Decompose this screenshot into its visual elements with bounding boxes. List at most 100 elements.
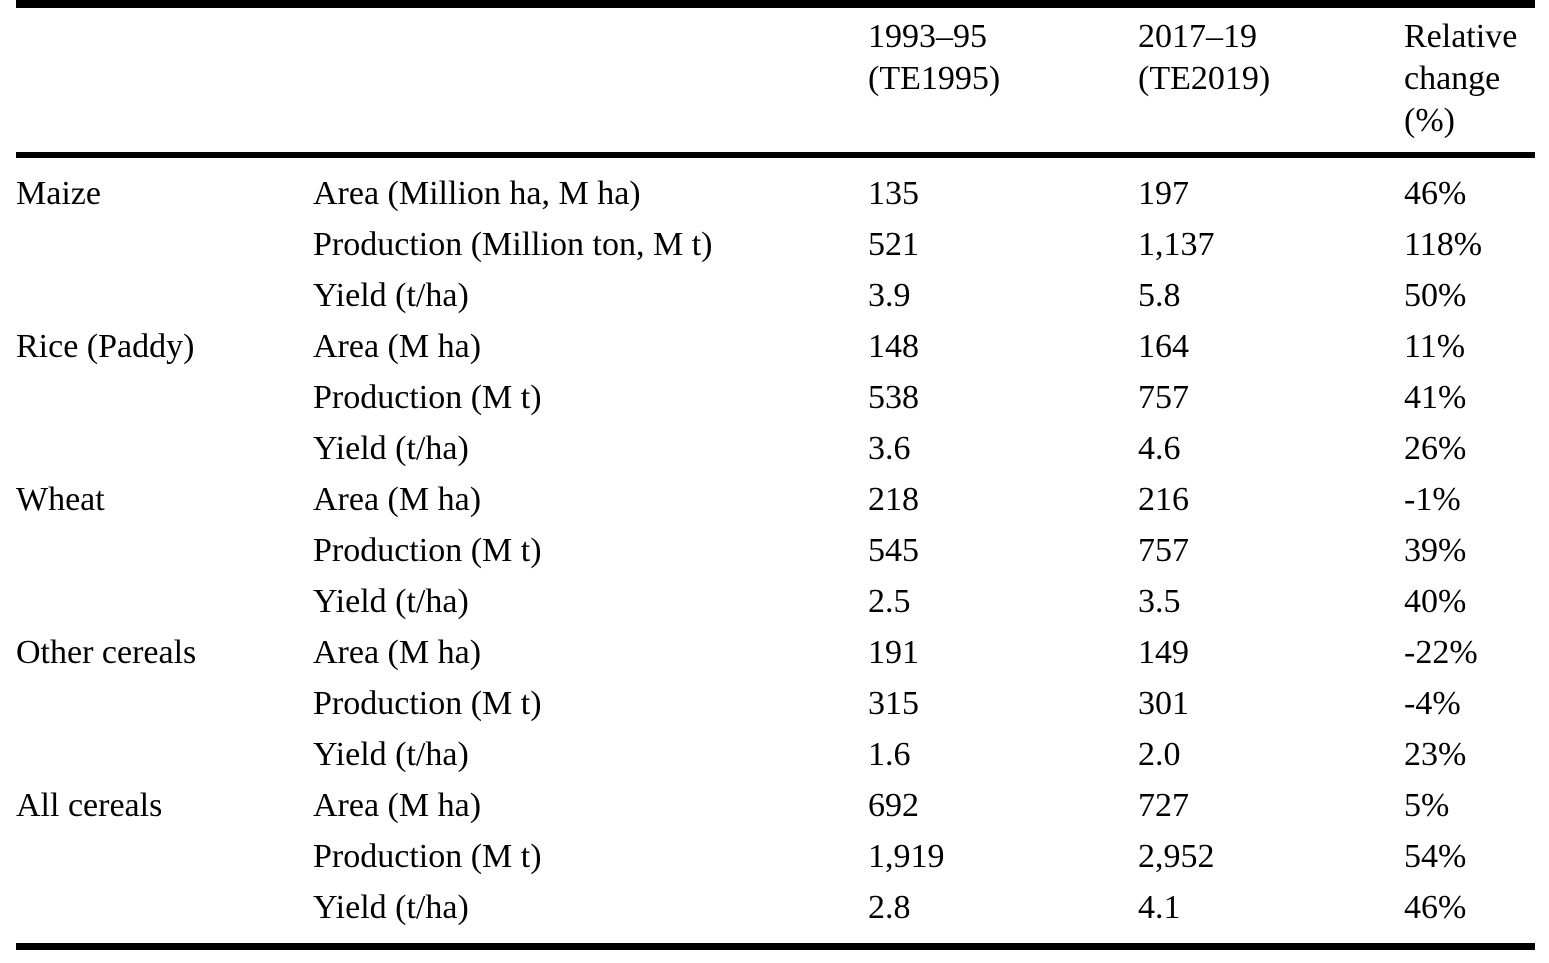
table-body: Maize Area (Million ha, M ha) 135 197 46…: [16, 155, 1535, 947]
relative-change-cell: 118%: [1404, 226, 1483, 263]
metric-cell: Production (Million ton, M t): [313, 226, 713, 263]
value-te2019-cell: 757: [1138, 379, 1189, 416]
relative-change-cell: 26%: [1404, 430, 1467, 467]
crop-name-cell: Wheat: [16, 481, 105, 518]
metric-cell: Production (M t): [313, 532, 542, 569]
metric-cell: Yield (t/ha): [313, 430, 469, 467]
crop-name-cell: [16, 270, 313, 321]
crop-name-cell: [16, 372, 313, 423]
crop-name-cell: [16, 219, 313, 270]
relative-change-cell: -1%: [1404, 481, 1461, 518]
value-te2019-cell: 757: [1138, 532, 1189, 569]
header-change-line3: (%): [1404, 102, 1455, 139]
value-te2019-cell: 3.5: [1138, 583, 1181, 620]
value-te1995-cell: 191: [868, 634, 919, 671]
value-te1995-cell: 3.9: [868, 277, 911, 314]
table-row-rice-area: Rice (Paddy) Area (M ha) 148 164 11%: [16, 321, 1535, 372]
relative-change-cell: -22%: [1404, 634, 1478, 671]
header-te1995-line2: (TE1995): [868, 60, 1001, 97]
table-row-rice-production: Production (M t) 538 757 41%: [16, 372, 1535, 423]
table-row-allcereals-yield: Yield (t/ha) 2.8 4.1 46%: [16, 882, 1535, 947]
header-te2019-line1: 2017–19: [1138, 18, 1257, 55]
metric-cell: Yield (t/ha): [313, 889, 469, 926]
metric-cell: Yield (t/ha): [313, 583, 469, 620]
value-te1995-cell: 315: [868, 685, 919, 722]
table-row-othercereals-area: Other cereals Area (M ha) 191 149 -22%: [16, 627, 1535, 678]
value-te1995-cell: 2.5: [868, 583, 911, 620]
metric-cell: Area (M ha): [313, 634, 482, 671]
crop-name-cell: [16, 729, 313, 780]
header-change-line2: change: [1404, 60, 1501, 97]
header-te1995-line1: 1993–95: [868, 18, 987, 55]
relative-change-cell: 54%: [1404, 838, 1467, 875]
value-te2019-cell: 727: [1138, 787, 1189, 824]
metric-cell: Production (M t): [313, 838, 542, 875]
crop-name-cell: Other cereals: [16, 634, 197, 671]
header-te2019-line2: (TE2019): [1138, 60, 1271, 97]
table-row-rice-yield: Yield (t/ha) 3.6 4.6 26%: [16, 423, 1535, 474]
relative-change-cell: 41%: [1404, 379, 1467, 416]
value-te2019-cell: 4.1: [1138, 889, 1181, 926]
crop-name-cell: [16, 678, 313, 729]
value-te2019-cell: 2,952: [1138, 838, 1215, 875]
value-te2019-cell: 2.0: [1138, 736, 1181, 773]
header-te2019-cell: 2017–19 (TE2019): [1138, 4, 1404, 158]
value-te2019-cell: 164: [1138, 328, 1189, 365]
crop-name-cell: Maize: [16, 175, 101, 212]
value-te1995-cell: 2.8: [868, 889, 911, 926]
header-crop-cell: [16, 4, 313, 158]
relative-change-cell: 23%: [1404, 736, 1467, 773]
table-row-wheat-area: Wheat Area (M ha) 218 216 -1%: [16, 474, 1535, 525]
table-header: 1993–95 (TE1995) 2017–19 (TE2019) Relati…: [16, 4, 1535, 158]
relative-change-cell: 46%: [1404, 175, 1467, 212]
metric-cell: Production (M t): [313, 685, 542, 722]
metric-cell: Area (M ha): [313, 787, 482, 824]
value-te1995-cell: 218: [868, 481, 919, 518]
value-te2019-cell: 216: [1138, 481, 1189, 518]
crop-name-cell: [16, 576, 313, 627]
value-te2019-cell: 301: [1138, 685, 1189, 722]
value-te1995-cell: 1,919: [868, 838, 945, 875]
table-row-allcereals-production: Production (M t) 1,919 2,952 54%: [16, 831, 1535, 882]
header-change-line1: Relative: [1404, 18, 1518, 55]
value-te1995-cell: 3.6: [868, 430, 911, 467]
relative-change-cell: 5%: [1404, 787, 1450, 824]
relative-change-cell: 46%: [1404, 889, 1467, 926]
crop-name-cell: [16, 525, 313, 576]
metric-cell: Production (M t): [313, 379, 542, 416]
relative-change-cell: 50%: [1404, 277, 1467, 314]
crop-name-cell: [16, 831, 313, 882]
value-te2019-cell: 5.8: [1138, 277, 1181, 314]
table-row-allcereals-area: All cereals Area (M ha) 692 727 5%: [16, 780, 1535, 831]
metric-cell: Yield (t/ha): [313, 277, 469, 314]
value-te1995-cell: 135: [868, 175, 919, 212]
header-row: 1993–95 (TE1995) 2017–19 (TE2019) Relati…: [16, 4, 1535, 158]
value-te1995-cell: 538: [868, 379, 919, 416]
relative-change-cell: -4%: [1404, 685, 1461, 722]
header-metric-cell: [313, 4, 868, 158]
relative-change-cell: 11%: [1404, 328, 1466, 365]
crop-name-cell: Rice (Paddy): [16, 328, 195, 365]
table-row-wheat-yield: Yield (t/ha) 2.5 3.5 40%: [16, 576, 1535, 627]
crop-name-cell: [16, 423, 313, 474]
cereal-statistics-table: 1993–95 (TE1995) 2017–19 (TE2019) Relati…: [16, 0, 1535, 950]
metric-cell: Yield (t/ha): [313, 736, 469, 773]
crop-name-cell: [16, 882, 313, 947]
metric-cell: Area (M ha): [313, 481, 482, 518]
table-row-maize-production: Production (Million ton, M t) 521 1,137 …: [16, 219, 1535, 270]
value-te1995-cell: 148: [868, 328, 919, 365]
value-te1995-cell: 1.6: [868, 736, 911, 773]
header-change-cell: Relative change (%): [1404, 4, 1535, 158]
value-te1995-cell: 545: [868, 532, 919, 569]
table-row-maize-yield: Yield (t/ha) 3.9 5.8 50%: [16, 270, 1535, 321]
relative-change-cell: 40%: [1404, 583, 1467, 620]
metric-cell: Area (Million ha, M ha): [313, 175, 641, 212]
value-te2019-cell: 4.6: [1138, 430, 1181, 467]
value-te2019-cell: 1,137: [1138, 226, 1215, 263]
value-te1995-cell: 521: [868, 226, 919, 263]
crop-name-cell: All cereals: [16, 787, 163, 824]
relative-change-cell: 39%: [1404, 532, 1467, 569]
table-row-maize-area: Maize Area (Million ha, M ha) 135 197 46…: [16, 155, 1535, 219]
value-te1995-cell: 692: [868, 787, 919, 824]
